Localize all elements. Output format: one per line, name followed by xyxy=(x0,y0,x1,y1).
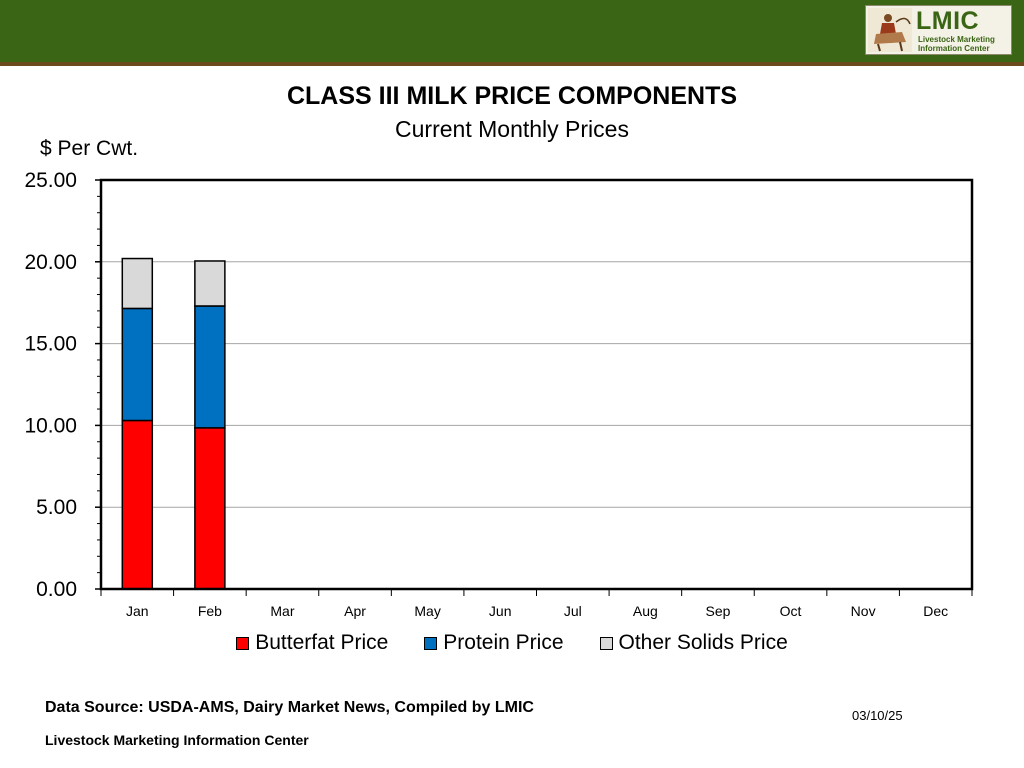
x-tick-label: Dec xyxy=(923,603,948,619)
x-tick-label: May xyxy=(414,603,440,619)
logo-subtitle-line2: Information Center xyxy=(918,44,990,53)
plot-area-border xyxy=(99,178,974,591)
header-band xyxy=(0,0,1024,66)
legend-item-other-solids: Other Solids Price xyxy=(599,631,788,655)
x-tick-label: Mar xyxy=(270,603,294,619)
legend-item-butterfat: Butterfat Price xyxy=(236,631,388,655)
bar-jan-other-solids-price xyxy=(121,257,154,310)
bar-jan-protein-price xyxy=(121,307,154,422)
chart-legend: Butterfat Price Protein Price Other Soli… xyxy=(0,631,1024,655)
logo-title: LMIC xyxy=(916,7,980,35)
report-date: 03/10/25 xyxy=(852,708,903,723)
y-tick-label: 0.00 xyxy=(36,578,77,601)
x-tick-label: Feb xyxy=(198,603,222,619)
y-axis-label: $ Per Cwt. xyxy=(40,137,139,160)
x-tick-label: Sep xyxy=(705,603,730,619)
y-tick-label: 15.00 xyxy=(24,333,77,356)
x-tick-label: Nov xyxy=(851,603,876,619)
x-tick-label: Aug xyxy=(633,603,658,619)
x-tick-label: Oct xyxy=(780,603,802,619)
organization-name: Livestock Marketing Information Center xyxy=(45,732,309,748)
x-tick-label: Jul xyxy=(564,603,582,619)
y-tick-label: 25.00 xyxy=(24,169,77,192)
y-tick-label: 10.00 xyxy=(24,414,77,437)
logo-subtitle-line1: Livestock Marketing xyxy=(918,35,995,44)
x-tick-label: Apr xyxy=(344,603,366,619)
bar-feb-butterfat-price xyxy=(194,427,226,590)
bar-jan-butterfat-price xyxy=(121,419,154,590)
legend-swatch-butterfat xyxy=(236,636,250,650)
chart-title: CLASS III MILK PRICE COMPONENTS xyxy=(286,82,738,110)
chart-subtitle: Current Monthly Prices xyxy=(395,116,629,142)
legend-label-butterfat: Butterfat Price xyxy=(255,631,389,654)
legend-item-protein: Protein Price xyxy=(424,631,564,655)
bar-feb-other-solids-price xyxy=(194,260,226,307)
y-tick-label: 5.00 xyxy=(36,496,77,519)
legend-swatch-other-solids xyxy=(599,636,613,650)
legend-swatch-protein xyxy=(424,636,438,650)
x-tick-label: Jan xyxy=(126,603,149,619)
y-tick-label: 20.00 xyxy=(24,251,77,274)
legend-label-protein: Protein Price xyxy=(443,631,564,654)
x-tick-label: Jun xyxy=(489,603,512,619)
bar-feb-protein-price xyxy=(194,305,226,429)
legend-label-other-solids: Other Solids Price xyxy=(618,631,788,654)
data-source-note: Data Source: USDA-AMS, Dairy Market News… xyxy=(45,699,534,716)
cowboy-logo-icon xyxy=(868,8,912,52)
lmic-logo: LMIC Livestock Marketing Information Cen… xyxy=(865,5,1012,55)
